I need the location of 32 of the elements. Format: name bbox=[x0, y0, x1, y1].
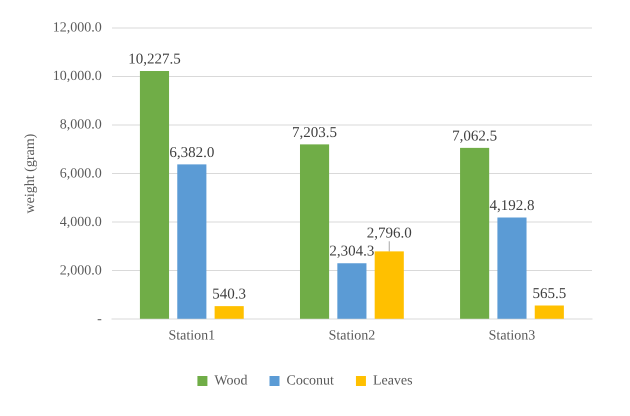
data-label: 7,062.5 bbox=[452, 128, 498, 144]
bar bbox=[337, 263, 366, 319]
bar bbox=[177, 164, 206, 319]
x-tick-label: Station2 bbox=[328, 328, 376, 344]
y-tick-label: 6,000.0 bbox=[60, 166, 102, 182]
data-label: 540.3 bbox=[212, 286, 246, 303]
legend-label: Coconut bbox=[286, 374, 334, 389]
y-axis-title: weight (gram) bbox=[23, 133, 38, 214]
bar bbox=[374, 251, 404, 319]
bar bbox=[140, 71, 170, 319]
data-label: 6,382.0 bbox=[169, 144, 214, 161]
data-label: 4,192.8 bbox=[489, 198, 534, 214]
x-tick-label: Station3 bbox=[488, 328, 536, 344]
legend-label: Wood bbox=[214, 374, 248, 389]
data-label: 7,203.5 bbox=[292, 124, 338, 141]
bar bbox=[300, 144, 330, 319]
data-label: 10,227.5 bbox=[128, 51, 181, 68]
y-tick-label: 2,000.0 bbox=[60, 263, 102, 278]
x-tick-label: Station1 bbox=[168, 328, 216, 344]
bar bbox=[460, 148, 490, 319]
data-label: 565.5 bbox=[532, 286, 566, 302]
legend-label: Leaves bbox=[372, 374, 413, 389]
y-tick-label: 4,000.0 bbox=[60, 214, 102, 230]
y-tick-label: 8,000.0 bbox=[60, 118, 102, 133]
data-label: 2,304.3 bbox=[329, 244, 374, 260]
y-tick-label: - bbox=[97, 312, 102, 327]
y-tick-label: 12,000.0 bbox=[52, 20, 102, 36]
bar bbox=[214, 306, 244, 319]
data-label: 2,796.0 bbox=[366, 226, 412, 242]
y-tick-label: 10,000.0 bbox=[52, 69, 102, 84]
bar bbox=[497, 217, 527, 319]
bar bbox=[534, 305, 564, 319]
